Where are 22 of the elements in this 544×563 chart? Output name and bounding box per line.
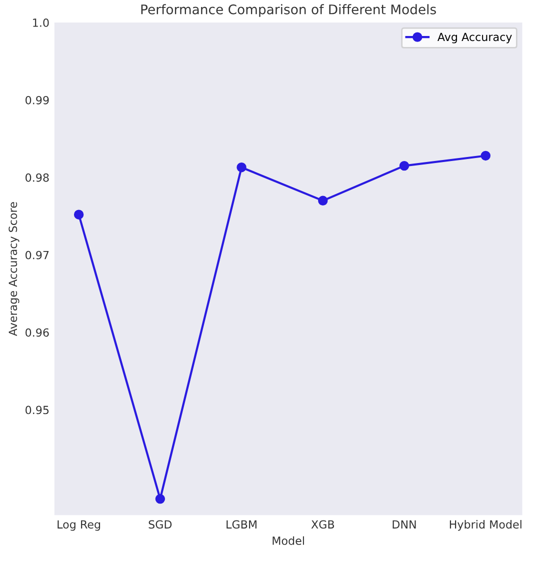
y-tick-label: 0.95: [26, 406, 49, 414]
point: [399, 160, 410, 171]
y-tick-label: 0.98: [26, 173, 49, 182]
point: [236, 162, 246, 172]
x-tick-label: XGB: [311, 520, 334, 529]
y-tick-label: 1.0: [33, 18, 49, 27]
x-tick-label: SGD: [148, 520, 172, 529]
point: [318, 196, 328, 206]
x-tick-label: Hybrid Model: [450, 520, 522, 531]
y-tick-label: 0.97: [26, 250, 49, 260]
legend-label: Avg Accuracy: [437, 32, 512, 44]
y-tick-label: 0.99: [26, 96, 49, 104]
chart-title: Performance Comparison of Different Models: [141, 4, 436, 17]
x-tick-label: LGBM: [226, 520, 256, 529]
point: [480, 150, 490, 161]
x-tick-label: DNN: [392, 520, 416, 528]
x-tick-label: Log Reg: [58, 520, 100, 531]
y-axis-title: Average Accuracy Score: [8, 202, 20, 336]
x-axis-title: Model: [272, 536, 304, 545]
point: [155, 494, 166, 504]
point: [74, 210, 84, 220]
y-tick-label: 0.96: [26, 328, 49, 337]
